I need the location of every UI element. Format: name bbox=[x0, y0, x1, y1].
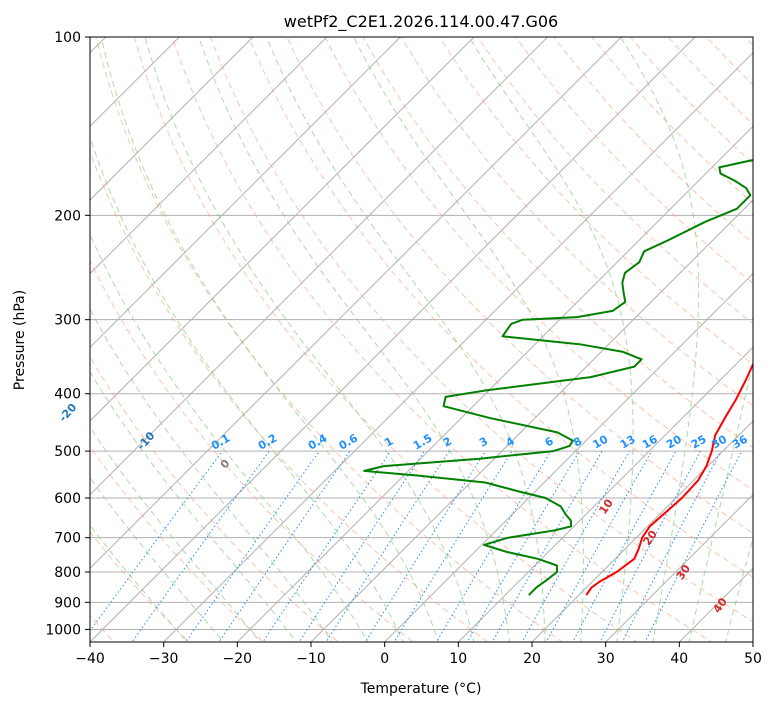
plot-frame bbox=[89, 36, 754, 643]
mixing-ratio-line bbox=[572, 450, 677, 642]
mixing-ratio-line bbox=[325, 450, 450, 642]
isotherm-line bbox=[162, 51, 753, 642]
isotherm-line bbox=[236, 125, 753, 642]
dry-adiabat-line bbox=[438, 37, 753, 366]
dry-adiabat-line bbox=[210, 37, 753, 623]
isotherm-line bbox=[90, 37, 475, 422]
background-lines bbox=[90, 37, 753, 642]
x-tick-label: 10 bbox=[449, 651, 467, 667]
moist-adiabat-line bbox=[266, 37, 546, 642]
moist-adiabat-line bbox=[100, 37, 440, 642]
axes: −40 −30 −20 −10 0 10 20 30 40 50 100 200 300 400 500 60… bbox=[45, 30, 762, 667]
isotherm-line bbox=[90, 37, 623, 570]
moist-adiabat-line bbox=[90, 233, 369, 642]
x-tick-label: −20 bbox=[223, 651, 253, 667]
mixing-ratio-line bbox=[298, 450, 425, 642]
mixing-ratio-line bbox=[364, 450, 486, 642]
moist-adiabat-line bbox=[353, 37, 584, 642]
isotherm-line bbox=[90, 37, 328, 275]
isotherm-line bbox=[310, 199, 753, 642]
moist-adiabat-line bbox=[688, 358, 753, 642]
isotherm-line bbox=[90, 37, 549, 496]
moist-adiabat-line bbox=[90, 476, 225, 642]
y-tick-label: 100 bbox=[54, 30, 81, 46]
x-tick-label: 20 bbox=[523, 651, 541, 667]
moist-adiabat-line bbox=[198, 37, 510, 642]
mixing-ratio-line bbox=[599, 450, 701, 642]
moist-adiabat-line bbox=[90, 426, 261, 642]
y-axis-title: Pressure (hPa) bbox=[12, 290, 28, 390]
x-tick-label: 50 bbox=[744, 651, 762, 667]
isotherm-line bbox=[604, 493, 753, 642]
dry-adiabat-line bbox=[90, 150, 489, 642]
x-axis-title: Temperature (°C) bbox=[360, 681, 482, 697]
moist-adiabat-line bbox=[90, 135, 404, 642]
mixing-ratio-line bbox=[545, 450, 653, 642]
y-tick-label: 300 bbox=[54, 313, 81, 329]
dry-adiabat-line bbox=[90, 356, 339, 642]
y-tick-label: 200 bbox=[54, 208, 81, 224]
mixing-ratio-line bbox=[131, 450, 270, 642]
dry-adiabat-line bbox=[95, 37, 564, 642]
y-tick-label: 400 bbox=[54, 387, 81, 403]
dry-adiabat-line bbox=[400, 37, 753, 407]
dewpoint-profile-line bbox=[363, 159, 753, 596]
y-tick-label: 1000 bbox=[45, 622, 81, 638]
mixing-ratio-line bbox=[466, 450, 580, 642]
y-tick-label: 700 bbox=[54, 531, 81, 547]
x-tick-label: −40 bbox=[75, 651, 105, 667]
dry-adiabat-line bbox=[286, 37, 753, 534]
x-tick-label: 40 bbox=[670, 651, 688, 667]
dry-adiabat-line bbox=[90, 259, 414, 642]
dry-adiabat-line bbox=[90, 445, 265, 642]
x-tick-label: −30 bbox=[149, 651, 179, 667]
y-tick-label: 900 bbox=[54, 595, 81, 611]
moist-adiabat-line bbox=[90, 370, 297, 642]
isotherm-line bbox=[531, 420, 753, 642]
moist-adiabat-line bbox=[468, 37, 634, 642]
moist-adiabat-line bbox=[725, 536, 753, 642]
y-tick-label: 500 bbox=[54, 444, 81, 460]
moist-adiabat-line bbox=[620, 37, 700, 642]
dry-adiabat-line bbox=[324, 37, 753, 491]
mixing-ratio-line bbox=[218, 450, 351, 642]
chart-title: wetPf2_C2E1.2026.114.00.47.G06 bbox=[284, 12, 558, 32]
y-tick-label: 800 bbox=[54, 565, 81, 581]
moist-adiabat-line bbox=[90, 308, 333, 642]
temperature-profile-line bbox=[585, 361, 753, 596]
moist-adiabat-line bbox=[144, 37, 475, 642]
mixing-ratio-line bbox=[262, 450, 392, 642]
dry-adiabat-line bbox=[171, 37, 713, 642]
mixing-ratio-line bbox=[393, 450, 513, 642]
isotherm-line bbox=[90, 37, 254, 201]
isotherm-line bbox=[383, 272, 753, 642]
mixing-ratio-line bbox=[435, 450, 552, 642]
isotherm-line bbox=[90, 37, 402, 349]
isotherm-line bbox=[457, 346, 753, 642]
dry-adiabat-line bbox=[362, 37, 753, 449]
sounding-series bbox=[363, 159, 753, 596]
x-tick-label: −10 bbox=[296, 651, 326, 667]
isotherm-line bbox=[90, 37, 696, 642]
x-tick-label: 0 bbox=[380, 651, 389, 667]
mixing-ratio-line bbox=[491, 450, 603, 642]
x-tick-label: 30 bbox=[597, 651, 615, 667]
y-tick-label: 600 bbox=[54, 491, 81, 507]
dry-adiabat-line bbox=[133, 37, 638, 642]
dry-adiabat-line bbox=[248, 37, 753, 578]
